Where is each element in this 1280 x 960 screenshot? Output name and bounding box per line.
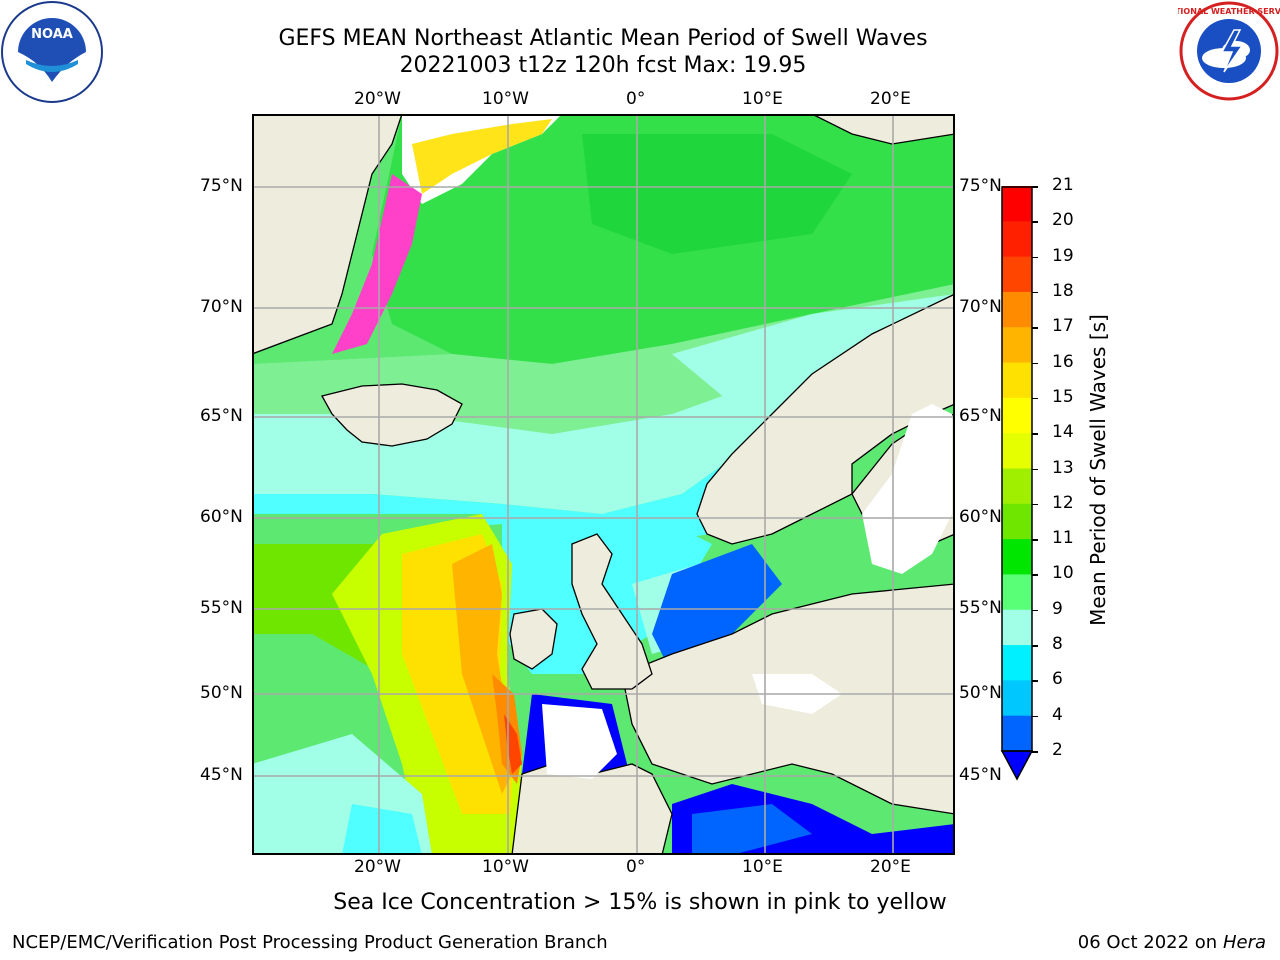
lat-label-right: 75°N <box>959 176 1002 196</box>
colorbar-tick-mark <box>1032 362 1038 365</box>
colorbar-extend-arrow <box>1000 750 1034 781</box>
lat-label-right: 60°N <box>959 507 1002 527</box>
colorbar-tick-mark <box>1032 680 1038 682</box>
lon-label-bottom: 20°E <box>870 857 911 877</box>
page-subtitle: 20221003 t12z 120h fcst Max: 19.95 <box>399 53 807 78</box>
colorbar-tick-mark <box>1032 397 1038 400</box>
colorbar-tick-label: 16 <box>1052 351 1074 372</box>
colorbar-segment <box>1002 362 1032 399</box>
page-title: GEFS MEAN Northeast Atlantic Mean Period… <box>278 26 928 51</box>
colorbar-tick-label: 14 <box>1052 422 1074 443</box>
lat-label-right: 45°N <box>959 765 1002 785</box>
swell-period-map <box>252 114 955 855</box>
colorbar-segment <box>1002 574 1032 611</box>
colorbar-tick-label: 6 <box>1052 669 1063 690</box>
colorbar-segment <box>1002 397 1032 434</box>
lat-label-right: 70°N <box>959 297 1002 317</box>
colorbar-tick-label: 18 <box>1052 280 1074 301</box>
colorbar-tick-mark <box>1032 256 1038 259</box>
colorbar-segment <box>1002 327 1032 364</box>
colorbar-tick-mark <box>1032 327 1038 329</box>
lon-label-bottom: 10°W <box>482 857 529 877</box>
map-panel <box>252 114 955 855</box>
colorbar-segment <box>1002 680 1032 717</box>
lat-label-left: 45°N <box>200 765 243 785</box>
nws-logo: NATIONAL WEATHER SERVICE <box>1163 0 1280 102</box>
lon-label-top: 20°E <box>870 89 911 109</box>
colorbar-segment <box>1002 186 1032 222</box>
colorbar-tick-mark <box>1032 291 1038 294</box>
land-scandinavia <box>696 293 955 545</box>
colorbar-tick-mark <box>1032 186 1038 188</box>
colorbar-segment <box>1002 433 1032 469</box>
colorbar-tick-mark <box>1032 468 1038 470</box>
lon-label-bottom: 20°W <box>354 857 401 877</box>
lon-label-bottom: 0° <box>626 857 646 877</box>
lat-label-left: 60°N <box>200 507 243 527</box>
colorbar-tick-label: 17 <box>1052 316 1074 337</box>
noaa-logo: NOAA <box>0 0 104 104</box>
colorbar-segment <box>1002 503 1032 540</box>
lat-label-left: 65°N <box>200 406 243 426</box>
lat-label-left: 55°N <box>200 598 243 618</box>
colorbar-tick-mark <box>1032 503 1038 506</box>
lat-label-right: 50°N <box>959 683 1002 703</box>
colorbar-tick-label: 15 <box>1052 386 1074 407</box>
colorbar-tick-label: 2 <box>1052 740 1063 760</box>
colorbar-tick-label: 19 <box>1052 245 1074 266</box>
colorbar-segment <box>1002 291 1032 328</box>
graticule <box>252 114 955 855</box>
lon-label-top: 10°E <box>742 89 783 109</box>
colorbar-tick-mark <box>1032 609 1038 612</box>
colorbar-segment <box>1002 645 1032 681</box>
colorbar-tick-mark <box>1032 574 1038 576</box>
lon-label-top: 20°W <box>354 89 401 109</box>
lat-label-left: 70°N <box>200 297 243 317</box>
svg-text:NOAA: NOAA <box>31 27 73 42</box>
lat-label-left: 50°N <box>200 683 243 703</box>
land-britain <box>571 533 653 690</box>
colorbar-label: Mean Period of Swell Waves [s] <box>1086 314 1110 626</box>
colorbar-tick-label: 8 <box>1052 634 1063 655</box>
land-ireland <box>509 608 558 670</box>
footer-host: Hera <box>1222 932 1266 953</box>
colorbar-tick-label: 20 <box>1052 210 1074 231</box>
colorbar-tick-label: 10 <box>1052 563 1074 584</box>
colorbar-segment <box>1002 221 1032 258</box>
colorbar-tick-mark <box>1032 715 1038 718</box>
footer-date-text: 06 Oct 2022 on <box>1077 932 1223 953</box>
colorbar-segment <box>1002 715 1032 752</box>
colorbar-tick-mark <box>1032 539 1038 541</box>
colorbar-tick-label: 13 <box>1052 457 1074 478</box>
colorbar-tick-label: 11 <box>1052 528 1074 549</box>
colorbar <box>1000 186 1040 786</box>
land-greenland <box>252 114 403 355</box>
lat-label-right: 65°N <box>959 406 1002 426</box>
caption: Sea Ice Concentration > 15% is shown in … <box>333 890 947 915</box>
lon-label-bottom: 10°E <box>742 857 783 877</box>
colorbar-tick-label: 9 <box>1052 598 1063 619</box>
colorbar-segment <box>1002 609 1032 646</box>
colorbar-segment <box>1002 468 1032 505</box>
colorbar-tick-mark <box>1032 221 1038 223</box>
colorbar-tick-label: 4 <box>1052 704 1063 725</box>
footer-date: 06 Oct 2022 on Hera <box>1078 932 1266 953</box>
colorbar-tick-mark <box>1032 433 1038 435</box>
colorbar-tick-mark <box>1032 645 1038 647</box>
land-iceland <box>321 383 463 447</box>
colorbar-tick-label: 21 <box>1052 175 1074 195</box>
colorbar-segment <box>1002 539 1032 575</box>
lon-label-top: 10°W <box>482 89 529 109</box>
footer-credit: NCEP/EMC/Verification Post Processing Pr… <box>12 932 608 953</box>
lon-label-top: 0° <box>626 89 646 109</box>
colorbar-tick-mark <box>1032 751 1038 753</box>
colorbar-ticks: 21 20 19 18 17 16 15 14 13 12 11 10 9 8 6 4 2 <box>1032 175 1090 786</box>
lat-label-right: 55°N <box>959 598 1002 618</box>
svg-text:NATIONAL WEATHER SERVICE: NATIONAL WEATHER SERVICE <box>1178 7 1280 16</box>
lat-label-left: 75°N <box>200 176 243 196</box>
colorbar-segment <box>1002 256 1032 293</box>
colorbar-tick-label: 12 <box>1052 492 1074 513</box>
sea-ice <box>332 174 422 354</box>
